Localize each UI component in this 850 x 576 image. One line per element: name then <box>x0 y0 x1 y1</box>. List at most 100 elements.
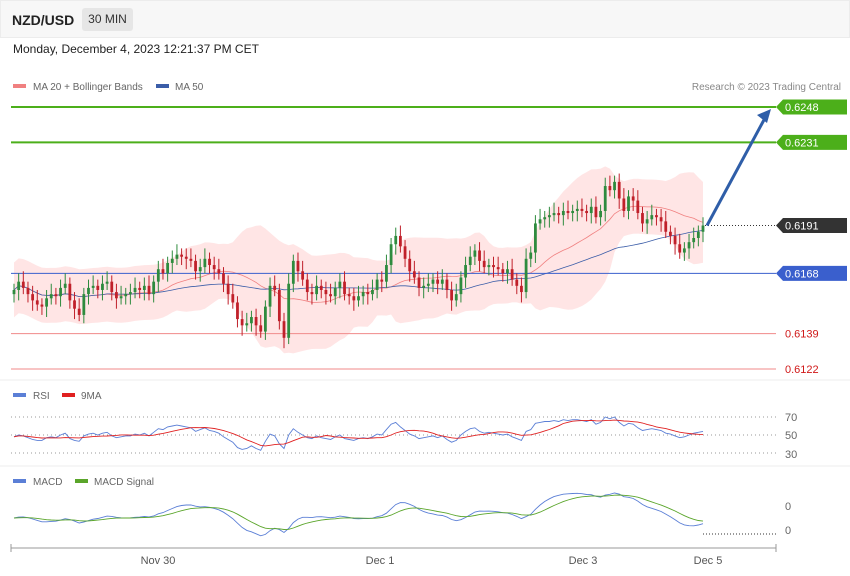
candle-body <box>673 235 677 245</box>
candle-body <box>68 283 72 301</box>
candle-body <box>613 181 616 191</box>
rsi-legend: RSI 9MA <box>13 391 102 402</box>
candle-body <box>575 208 579 211</box>
candle-body <box>347 294 351 297</box>
candle-body <box>631 196 635 201</box>
candle-body <box>552 213 556 216</box>
candle-body <box>245 323 249 326</box>
level-label: 0.6168 <box>785 268 819 280</box>
candle-body <box>198 267 202 272</box>
candle-body <box>156 269 160 282</box>
macd-panel <box>13 492 776 537</box>
candle-body <box>338 281 342 288</box>
candle-body <box>133 287 137 293</box>
candle-body <box>96 285 100 290</box>
candle-body <box>315 285 318 295</box>
x-tick-label: Nov 30 <box>141 555 176 567</box>
candle-body <box>375 279 379 290</box>
candle-body <box>147 285 151 295</box>
legend-macd-label: MACD <box>33 477 62 488</box>
rsi-line <box>13 416 704 451</box>
candle-body <box>361 292 365 297</box>
macd-line <box>13 492 704 537</box>
candle-body <box>366 292 370 295</box>
candle-body <box>408 258 412 272</box>
candle-body <box>389 244 393 266</box>
candle-body <box>478 250 481 261</box>
candle-body <box>305 279 309 293</box>
candle-body <box>571 210 575 214</box>
candle-body <box>534 223 537 253</box>
candle-body <box>287 283 291 338</box>
candle-body <box>422 285 426 288</box>
candle-body <box>12 289 16 295</box>
candle-body <box>682 248 686 253</box>
candle-body <box>524 258 528 293</box>
candle-body <box>627 196 630 211</box>
candle-body <box>77 308 81 315</box>
candle-body <box>282 321 286 338</box>
candle-body <box>254 317 258 326</box>
candle-body <box>40 304 44 307</box>
candle-body <box>31 294 35 301</box>
candle-body <box>636 200 640 214</box>
legend-swatch-macd <box>13 479 26 483</box>
x-tick-label: Dec 3 <box>569 555 598 567</box>
candle-body <box>138 287 142 290</box>
candle-body <box>701 225 705 232</box>
current-price-label: 0.6191 <box>785 221 819 233</box>
level-label: 0.6231 <box>785 137 819 149</box>
candle-body <box>17 281 21 290</box>
candle-body <box>473 250 477 257</box>
candle-body <box>250 317 253 324</box>
macd-legend: MACD MACD Signal <box>13 477 154 488</box>
candle-body <box>482 260 486 268</box>
candle-body <box>240 319 244 326</box>
candle-body <box>49 294 53 299</box>
candle-body <box>319 285 323 290</box>
candle-body <box>236 302 239 320</box>
candle-body <box>310 292 314 295</box>
candle-body <box>641 213 644 224</box>
candle-body <box>73 300 76 309</box>
candle-body <box>394 235 398 245</box>
candle-body <box>696 231 700 238</box>
candle-body <box>296 260 300 272</box>
candle-body <box>54 294 58 297</box>
candle-body <box>277 289 281 322</box>
current-price-tag <box>776 218 847 234</box>
candle-body <box>82 294 86 315</box>
legend-swatch-9ma <box>62 393 75 397</box>
candle-body <box>45 298 48 307</box>
level-tag <box>776 99 847 115</box>
candle-body <box>692 238 696 243</box>
level-label: 0.6248 <box>785 102 819 114</box>
candle-body <box>91 285 95 288</box>
candle-body <box>417 277 421 288</box>
level-tag <box>776 265 847 281</box>
candles <box>12 173 705 349</box>
legend-swatch-ma50 <box>156 84 169 88</box>
candle-body <box>547 215 551 218</box>
x-tick-label: Dec 5 <box>694 555 723 567</box>
rsi-tick-30: 30 <box>785 449 797 461</box>
candle-body <box>184 256 188 259</box>
candle-body <box>669 231 672 236</box>
legend-ma50-label: MA 50 <box>175 82 204 93</box>
candle-body <box>259 325 263 332</box>
rsi-ma-line <box>13 419 704 447</box>
timeframe-button[interactable]: 30 MIN <box>82 8 133 31</box>
rsi-panel <box>11 416 776 454</box>
candle-body <box>194 260 197 272</box>
candle-body <box>603 186 607 211</box>
candle-body <box>561 210 565 216</box>
candle-body <box>464 265 467 278</box>
legend-swatch-ma20 <box>13 84 26 88</box>
candle-body <box>110 281 114 293</box>
chart-header: NZD/USD 30 MIN <box>0 0 850 38</box>
main-legend: MA 20 + Bollinger Bands MA 50 <box>13 82 204 93</box>
candle-body <box>655 215 658 218</box>
candle-body <box>687 242 691 249</box>
candle-body <box>426 283 430 286</box>
